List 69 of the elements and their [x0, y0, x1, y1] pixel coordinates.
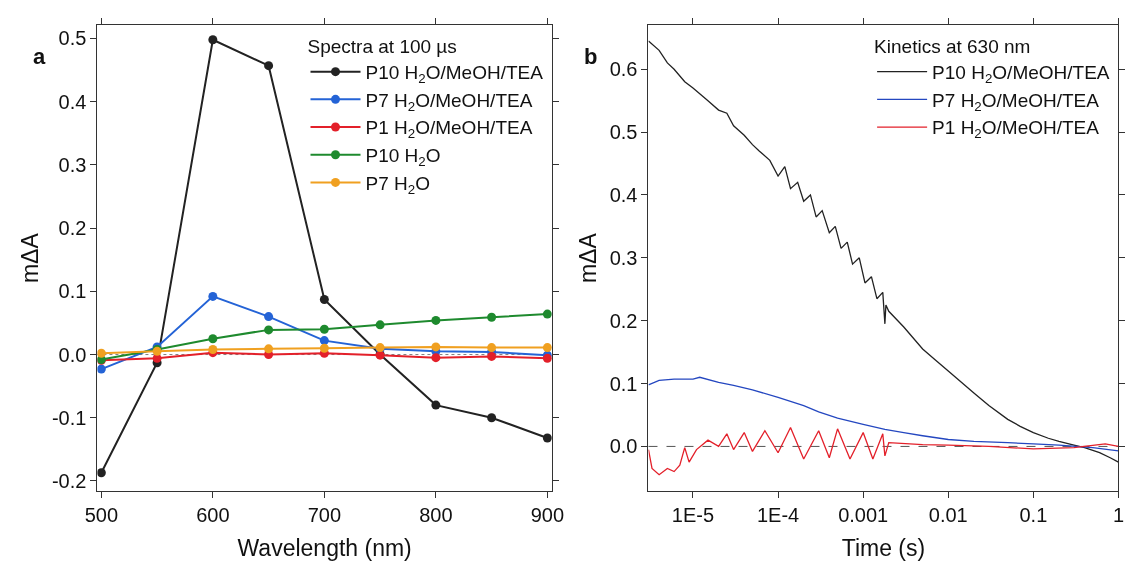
x-tick-label: 1	[1112, 504, 1124, 527]
legend-label: P7 H$_{2}$O/MeOH/TEA	[365, 89, 533, 114]
point	[431, 342, 441, 352]
x-tick-label: 500	[84, 504, 119, 527]
point	[542, 309, 552, 319]
text: a	[33, 44, 46, 69]
point	[487, 312, 497, 322]
y-tick-label: 0.0	[609, 435, 638, 458]
point	[208, 334, 218, 344]
point	[97, 364, 106, 374]
y-axis-title: mΔA	[17, 232, 44, 284]
point	[431, 400, 441, 410]
legend-label: P10 H$_{2}$O	[365, 145, 441, 170]
legend-label: P7 H$_{2}$O	[365, 172, 430, 197]
y-tick-label: 0.0	[58, 343, 87, 366]
legend-label: P1 H$_{2}$O/MeOH/TEA	[932, 117, 1100, 142]
x-tick-label: 0.001	[838, 504, 889, 527]
text: b	[584, 44, 598, 69]
x-tick-label: 900	[530, 504, 565, 527]
y-tick-label: 0.5	[609, 121, 638, 144]
point	[487, 413, 497, 423]
point	[319, 336, 329, 346]
y-tick-label: -0.2	[51, 469, 87, 492]
x-tick-label: 0.01	[928, 504, 968, 527]
point	[264, 312, 274, 322]
x-tick-label: 1E-5	[671, 504, 715, 527]
y-tick-label: 0.6	[609, 58, 638, 81]
y-tick-label: 0.4	[58, 90, 87, 113]
legend-title: Spectra at 100 µs	[307, 35, 457, 57]
y-tick-label: -0.1	[51, 406, 87, 429]
x-axis-title: Wavelength (nm)	[237, 534, 412, 561]
x-tick-label: 700	[307, 504, 342, 527]
point	[97, 348, 106, 358]
point	[319, 324, 329, 334]
point	[264, 61, 274, 71]
legend-label: P7 H$_{2}$O/MeOH/TEA	[932, 89, 1100, 114]
point	[264, 325, 274, 335]
y-axis-title: mΔA	[575, 232, 602, 284]
point	[375, 320, 385, 330]
point	[319, 295, 329, 305]
point	[542, 343, 552, 353]
y-tick-label: 0.1	[609, 372, 638, 395]
legend-label: P10 H$_{2}$O/MeOH/TEA	[932, 62, 1110, 87]
x-tick-label: 1E-4	[756, 504, 800, 527]
x-axis-title: Time (s)	[841, 534, 926, 561]
point	[319, 343, 329, 353]
y-tick-label: 0.2	[609, 309, 638, 332]
y-tick-label: 0.2	[58, 217, 87, 240]
y-tick-label: 0.3	[609, 246, 638, 269]
x-tick-label: 800	[419, 504, 453, 527]
legend-label: P10 H$_{2}$O/MeOH/TEA	[365, 62, 544, 87]
legend-title: Kinetics at 630 nm	[874, 35, 1031, 57]
point	[487, 343, 497, 353]
point	[208, 291, 218, 301]
legend-label: P1 H$_{2}$O/MeOH/TEA	[365, 117, 533, 142]
point	[487, 351, 497, 361]
y-tick-label: 0.4	[609, 183, 638, 206]
x-tick-label: 600	[196, 504, 230, 527]
y-tick-label: 0.3	[58, 153, 87, 176]
point	[431, 315, 441, 325]
x-tick-label: 0.1	[1019, 504, 1048, 527]
y-tick-label: 0.5	[58, 27, 87, 50]
point	[97, 468, 106, 478]
point	[431, 353, 441, 363]
point	[208, 35, 218, 45]
y-tick-label: 0.1	[58, 280, 87, 303]
point	[208, 344, 218, 354]
point	[542, 433, 552, 443]
point	[264, 344, 274, 354]
